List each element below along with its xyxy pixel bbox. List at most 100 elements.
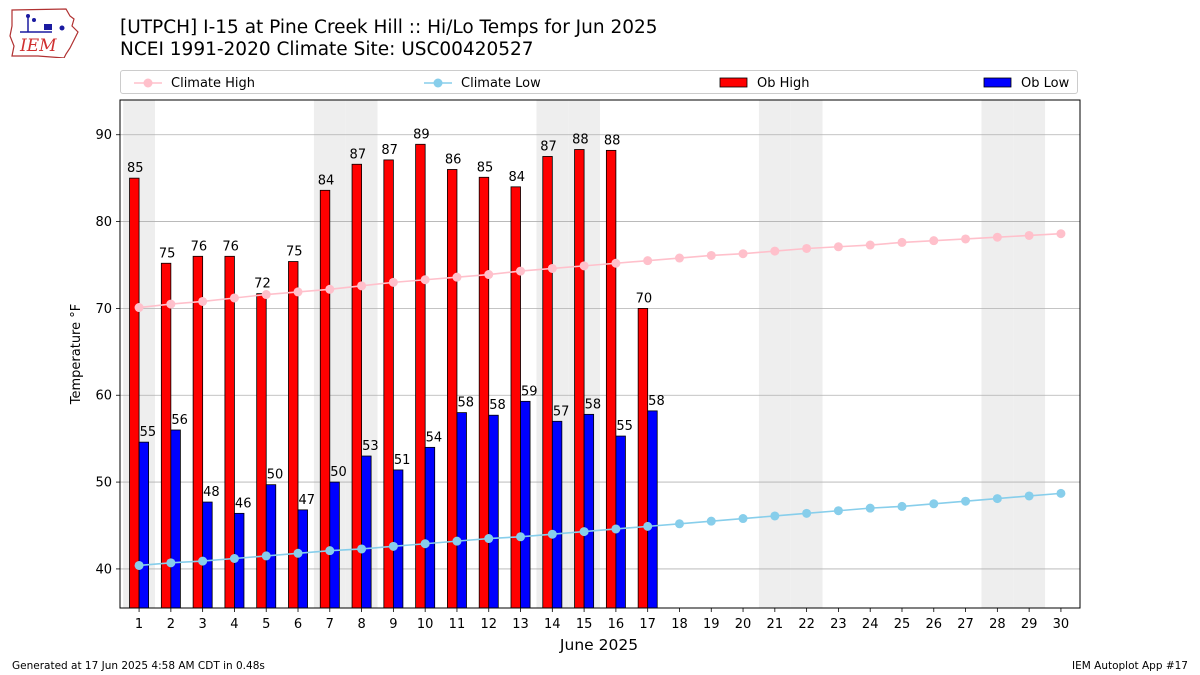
climate-low-point <box>770 511 780 521</box>
climate-high-point <box>674 253 684 263</box>
chart-subtitle: NCEI 1991-2020 Climate Site: USC00420527 <box>120 39 534 60</box>
climate-low-point <box>1024 491 1034 501</box>
ob-low-value-label: 55 <box>140 425 157 440</box>
ob-high-value-label: 76 <box>222 239 239 254</box>
ob-low-bar <box>202 501 213 609</box>
climate-low-point <box>833 506 843 516</box>
x-tick-label: 18 <box>671 617 688 632</box>
ob-high-value-label: 88 <box>572 132 589 147</box>
weekend-shade <box>790 100 823 608</box>
x-tick-label: 29 <box>1021 617 1038 632</box>
climate-high-point <box>293 287 303 297</box>
x-tick-label: 12 <box>480 617 497 632</box>
ob-low-bar <box>424 446 436 609</box>
ob-high-value-label: 84 <box>508 170 525 185</box>
climate-low-point <box>420 539 430 549</box>
climate-high-point <box>770 246 780 256</box>
ob-low-value-label: 54 <box>426 430 443 445</box>
iem-logo: IEM <box>9 8 79 58</box>
ob-high-value-label: 75 <box>159 246 176 261</box>
climate-low-point <box>961 496 971 506</box>
climate-high-point <box>929 236 939 246</box>
ob-high-value-label: 86 <box>445 152 462 167</box>
climate-high-point <box>961 234 971 244</box>
climate-low-point <box>134 560 144 570</box>
ob-high-value-label: 75 <box>286 245 303 260</box>
ob-low-value-label: 55 <box>616 419 633 434</box>
x-tick-label: 5 <box>262 617 270 632</box>
climate-high-point <box>325 284 335 294</box>
y-tick-label: 60 <box>95 389 112 404</box>
climate-low-point <box>865 503 875 513</box>
climate-high-point <box>738 249 748 259</box>
legend-label-ob-high: Ob High <box>757 75 810 91</box>
x-tick-label: 8 <box>357 617 365 632</box>
climate-high-point <box>357 281 367 291</box>
ob-high-bar <box>192 255 204 609</box>
ob-low-bar <box>265 484 277 609</box>
legend: Climate High Climate Low Ob High Ob Low <box>120 70 1078 94</box>
x-tick-label: 23 <box>830 617 847 632</box>
climate-high-point <box>484 270 494 280</box>
climate-low-point <box>674 519 684 529</box>
plot-frame <box>119 99 1081 609</box>
climate-high-point <box>547 263 557 273</box>
climate-low-point <box>706 516 716 526</box>
climate-high-point <box>134 303 144 313</box>
climate-high-point <box>992 232 1002 242</box>
x-tick-label: 13 <box>512 617 529 632</box>
ob-low-bar <box>647 410 658 609</box>
ob-high-value-label: 88 <box>604 133 621 148</box>
x-tick-label: 2 <box>167 617 175 632</box>
climate-low-point <box>198 556 208 566</box>
ob-low-bar <box>170 429 181 609</box>
climate-low-point <box>992 494 1002 504</box>
climate-high-marker-icon <box>134 78 162 88</box>
y-tick-label: 70 <box>95 302 112 317</box>
x-axis-label: June 2025 <box>559 636 638 654</box>
climate-low-point <box>643 521 653 531</box>
ob-low-value-label: 51 <box>394 453 411 468</box>
ob-low-bar <box>361 455 372 609</box>
ob-high-value-label: 89 <box>413 127 430 142</box>
ob-low-value-label: 50 <box>267 468 284 483</box>
x-tick-label: 28 <box>989 617 1006 632</box>
y-tick-label: 40 <box>95 562 112 577</box>
x-tick-label: 7 <box>326 617 334 632</box>
climate-high-point <box>833 242 843 252</box>
ob-low-value-label: 46 <box>235 496 252 511</box>
x-tick-label: 15 <box>576 617 593 632</box>
ob-low-bar <box>297 509 308 609</box>
ob-high-bar <box>319 189 331 609</box>
climate-low-point <box>166 558 176 568</box>
ob-low-value-label: 58 <box>457 396 474 411</box>
climate-high-point <box>420 275 430 285</box>
x-tick-label: 19 <box>703 617 720 632</box>
ob-high-bar <box>351 163 362 609</box>
climate-high-point <box>579 261 589 271</box>
x-tick-label: 3 <box>199 617 207 632</box>
climate-low-point <box>229 554 239 564</box>
climate-low-point <box>388 541 398 551</box>
ob-low-bar <box>329 481 340 609</box>
climate-low-point <box>516 532 526 542</box>
logo-text: IEM <box>19 36 57 56</box>
climate-low-point <box>357 544 367 554</box>
x-tick-label: 11 <box>449 617 466 632</box>
x-tick-label: 20 <box>735 617 752 632</box>
legend-label-climate-low: Climate Low <box>461 75 541 91</box>
ob-high-bar <box>256 293 267 609</box>
legend-label-climate-high: Climate High <box>171 75 256 91</box>
x-tick-label: 17 <box>639 617 656 632</box>
ob-high-bar <box>383 159 394 609</box>
weekend-shade <box>758 100 791 608</box>
ob-low-bar <box>583 413 595 609</box>
ob-high-bar <box>415 143 426 609</box>
ob-high-swatch-icon <box>719 77 748 88</box>
ob-low-value-label: 47 <box>299 493 316 508</box>
climate-low-point <box>547 529 557 539</box>
x-tick-label: 14 <box>544 617 561 632</box>
y-axis-label: Temperature °F <box>69 304 84 405</box>
ob-low-bar <box>138 441 150 609</box>
